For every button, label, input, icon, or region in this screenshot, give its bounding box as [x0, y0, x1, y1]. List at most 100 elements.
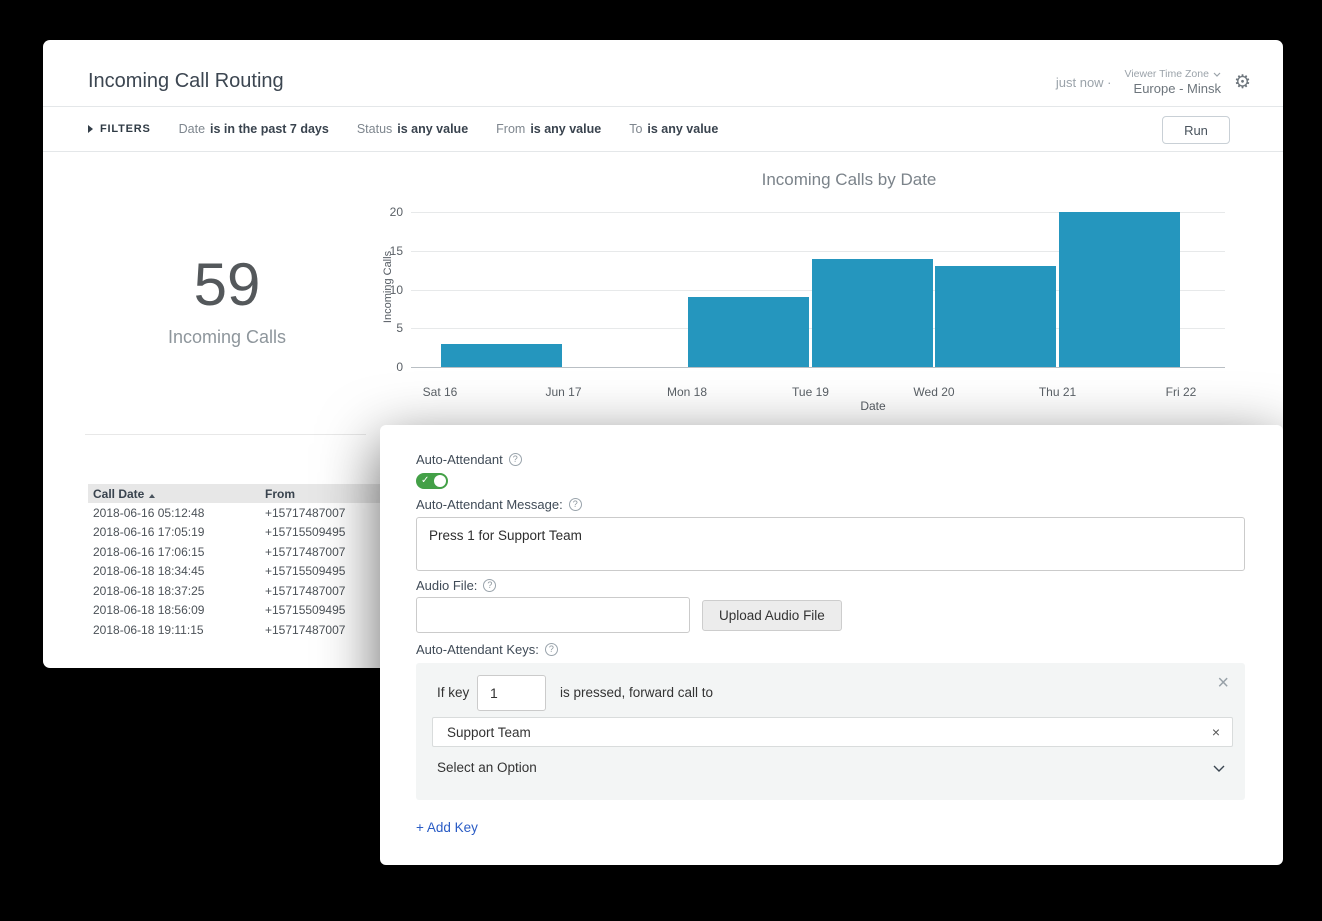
keys-label-text: Auto-Attendant Keys:	[416, 642, 539, 657]
timezone-selector[interactable]: Viewer Time Zone Europe - Minsk	[1125, 68, 1221, 96]
key-rule-suffix: is pressed, forward call to	[560, 685, 714, 700]
help-icon[interactable]: ?	[544, 643, 558, 656]
message-label: Auto-Attendant Message: ?	[416, 497, 582, 512]
filters-expand-icon[interactable]	[88, 125, 93, 133]
chart-title: Incoming Calls by Date	[761, 170, 937, 189]
call-date-cell: 2018-06-16 05:12:48	[93, 505, 205, 520]
message-textarea[interactable]: Press 1 for Support Team	[416, 517, 1245, 571]
y-axis-tick-label: 5	[396, 321, 403, 336]
filter-field-name: Status	[356, 122, 393, 136]
upload-audio-button[interactable]: Upload Audio File	[702, 600, 842, 631]
remove-icon[interactable]: ×	[1211, 724, 1220, 740]
auto-attendant-toggle[interactable]: ✓	[416, 473, 448, 489]
keys-label: Auto-Attendant Keys: ?	[416, 642, 558, 657]
sort-asc-icon	[149, 493, 156, 498]
y-axis-tick-label: 0	[396, 360, 403, 374]
x-axis-tick-label: Mon 18	[666, 385, 708, 399]
column-header-label: From	[265, 486, 295, 501]
chevron-down-icon	[1213, 72, 1221, 77]
chart-bar[interactable]	[811, 258, 933, 367]
help-icon[interactable]: ?	[483, 579, 497, 592]
chart-bar[interactable]	[441, 343, 562, 367]
x-axis-title: Date	[860, 399, 886, 413]
gridline	[411, 367, 1225, 368]
tile-divider	[85, 434, 366, 435]
filter-bar: FILTERS Date is in the past 7 days Status i…	[43, 107, 1283, 152]
auto-attendant-panel: Auto-Attendant ? ✓ Auto-Attendant Messag…	[380, 425, 1283, 865]
audio-file-input[interactable]	[416, 597, 690, 633]
from-cell: +15717487007	[265, 544, 346, 559]
x-axis-tick-label: Fri 22	[1165, 385, 1197, 399]
column-header-call-date[interactable]: Call Date	[88, 487, 260, 501]
chart-bar[interactable]	[935, 266, 1056, 367]
y-axis-tick-label: 20	[389, 205, 403, 219]
forward-target-value: Support Team	[447, 724, 531, 740]
x-axis-tick-label: Wed 20	[913, 385, 955, 399]
filter-field-name: To	[629, 122, 643, 136]
toggle-knob	[434, 475, 446, 487]
close-icon[interactable]: ×	[1217, 672, 1229, 694]
add-key-link[interactable]: + Add Key	[416, 820, 478, 835]
timezone-value: Europe - Minsk	[1133, 81, 1221, 96]
dashboard-header: Incoming Call Routing just now · Viewer …	[43, 40, 1283, 107]
table-row[interactable]: 2018-06-18 18:34:45 +15715509495	[88, 562, 643, 582]
message-label-text: Auto-Attendant Message:	[416, 497, 563, 512]
select-option-dropdown[interactable]: Select an Option	[437, 760, 537, 775]
key-rule-prefix: If key	[437, 685, 470, 700]
help-icon[interactable]: ?	[568, 498, 582, 511]
table-row[interactable]: 2018-06-18 19:11:15 +15717487007	[88, 620, 643, 640]
call-date-cell: 2018-06-18 18:37:25	[93, 583, 205, 598]
filter-value: is in the past 7 days	[210, 122, 329, 136]
from-cell: +15715509495	[265, 603, 346, 618]
timezone-label: Viewer Time Zone	[1124, 68, 1209, 80]
table-row[interactable]: 2018-06-16 17:06:15 +15717487007	[88, 542, 643, 562]
table-body: 2018-06-16 05:12:48 +15717487007 2018-06-1…	[88, 503, 643, 640]
from-cell: +15715509495	[265, 564, 346, 579]
filter-item[interactable]: To is any value	[629, 122, 718, 136]
help-icon[interactable]: ?	[508, 453, 522, 466]
y-axis-tick-label: 15	[389, 243, 403, 258]
filter-item[interactable]: Date is in the past 7 days	[179, 122, 329, 136]
column-header-label: Call Date	[93, 486, 145, 501]
x-axis-tick-label: Jun 17	[545, 385, 582, 399]
last-updated-text: just now ·	[1055, 74, 1112, 90]
column-header-from[interactable]: From	[260, 487, 643, 501]
chart-bar[interactable]	[1058, 212, 1180, 367]
run-button[interactable]: Run	[1162, 116, 1230, 144]
key-number-input[interactable]	[477, 675, 546, 711]
from-cell: +15717487007	[265, 505, 346, 520]
audio-file-label: Audio File: ?	[416, 578, 497, 593]
table-row[interactable]: 2018-06-18 18:37:25 +15717487007	[88, 581, 643, 601]
table-row[interactable]: 2018-06-18 18:56:09 +15715509495	[88, 601, 643, 621]
auto-attendant-label-text: Auto-Attendant	[416, 452, 503, 467]
filter-value: is any value	[647, 122, 719, 136]
forward-target-select[interactable]: Support Team ×	[432, 717, 1233, 747]
header-right: just now · Viewer Time Zone Europe - Min…	[1056, 64, 1251, 100]
filters-list: Date is in the past 7 days Status is any va…	[179, 122, 747, 136]
x-axis-tick-label: Sat 16	[422, 385, 458, 399]
chart-bar[interactable]	[688, 297, 809, 367]
auto-attendant-label: Auto-Attendant ?	[416, 452, 522, 467]
x-axis-tick-label: Tue 19	[792, 385, 829, 399]
chevron-down-icon[interactable]	[1213, 765, 1225, 772]
gridline	[411, 250, 1225, 252]
call-date-cell: 2018-06-18 18:56:09	[93, 603, 205, 618]
gear-icon[interactable]: ⚙	[1233, 71, 1251, 93]
filter-item[interactable]: Status is any value	[357, 122, 468, 136]
audio-file-label-text: Audio File:	[416, 578, 478, 593]
gridline	[411, 212, 1225, 213]
kpi-value: 59	[193, 251, 261, 318]
from-cell: +15717487007	[265, 622, 346, 637]
call-date-cell: 2018-06-16 17:06:15	[93, 544, 205, 559]
table-row[interactable]: 2018-06-16 05:12:48 +15717487007	[88, 503, 643, 523]
filter-value: is any value	[530, 122, 602, 136]
filter-field-name: From	[496, 122, 526, 136]
key-rule-panel: If key is pressed, forward call to × Sup…	[416, 663, 1245, 800]
table-row[interactable]: 2018-06-16 17:05:19 +15715509495	[88, 523, 643, 543]
filters-label[interactable]: FILTERS	[100, 123, 151, 135]
from-cell: +15715509495	[265, 525, 346, 540]
call-date-cell: 2018-06-18 19:11:15	[93, 622, 204, 637]
filter-item[interactable]: From is any value	[496, 122, 601, 136]
check-icon: ✓	[421, 475, 430, 486]
